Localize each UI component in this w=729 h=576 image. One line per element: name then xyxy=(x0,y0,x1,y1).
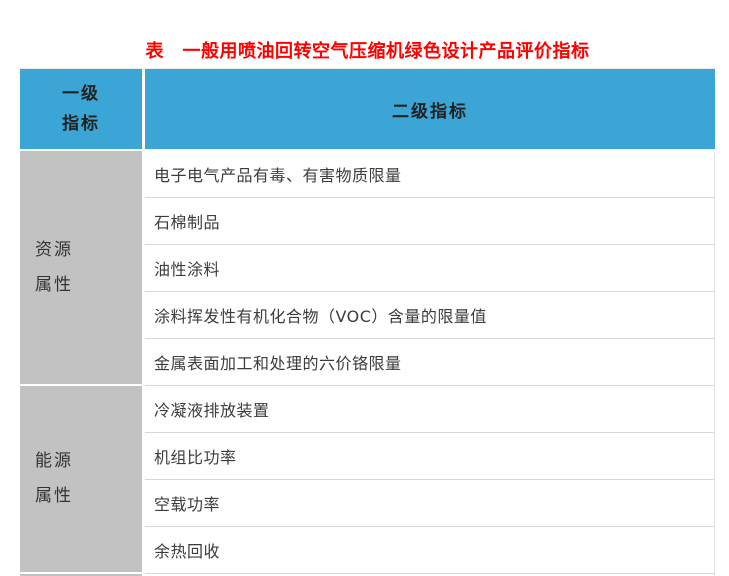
table-title: 表 一般用喷油回转空气压缩机绿色设计产品评价指标 xyxy=(145,41,590,62)
indicator-row: 机组比功率 xyxy=(145,433,714,480)
indicator-row: 油性涂料 xyxy=(145,245,714,292)
group-next-cutoff xyxy=(20,574,715,576)
indicator-row: 电子电气产品有毒、有害物质限量 xyxy=(145,151,714,198)
group-rows xyxy=(145,574,715,576)
group-label-cell xyxy=(20,574,142,576)
group-energy-attributes: 能源 属性 冷凝液排放装置 机组比功率 空载功率 余热回收 xyxy=(20,386,715,574)
indicator-row: 石棉制品 xyxy=(145,198,714,245)
group-label-cell: 资源 属性 xyxy=(20,151,142,386)
indicator-row: 冷凝液排放装置 xyxy=(145,386,714,433)
group-label-line2: 属性 xyxy=(35,486,73,506)
group-label-line1: 能源 xyxy=(35,451,73,471)
group-label-line2: 属性 xyxy=(35,274,73,295)
group-resource-attributes: 资源 属性 电子电气产品有毒、有害物质限量 石棉制品 油性涂料 涂料挥发性有机化… xyxy=(20,151,715,386)
indicator-row: 金属表面加工和处理的六价铬限量 xyxy=(145,339,714,386)
header-level1-line2: 指标 xyxy=(62,114,100,134)
table-header-row: 一级 指标 二级指标 xyxy=(20,69,715,149)
indicator-row: 空载功率 xyxy=(145,480,714,527)
indicator-row: 余热回收 xyxy=(145,527,714,574)
header-level1-line1: 一级 xyxy=(62,84,100,104)
group-label-line1: 资源 xyxy=(35,239,73,260)
group-label-cell: 能源 属性 xyxy=(20,386,142,574)
group-rows: 电子电气产品有毒、有害物质限量 石棉制品 油性涂料 涂料挥发性有机化合物（VOC… xyxy=(145,151,715,386)
header-cell-level2: 二级指标 xyxy=(145,69,715,149)
indicator-row: 涂料挥发性有机化合物（VOC）含量的限量值 xyxy=(145,292,714,339)
evaluation-indicator-table: 一级 指标 二级指标 资源 属性 电子电气产品有毒、有害物质限量 石棉制品 油性… xyxy=(20,68,715,576)
table-body: 资源 属性 电子电气产品有毒、有害物质限量 石棉制品 油性涂料 涂料挥发性有机化… xyxy=(20,151,715,576)
header-cell-level1: 一级 指标 xyxy=(20,69,142,149)
group-rows: 冷凝液排放装置 机组比功率 空载功率 余热回收 xyxy=(145,386,715,574)
